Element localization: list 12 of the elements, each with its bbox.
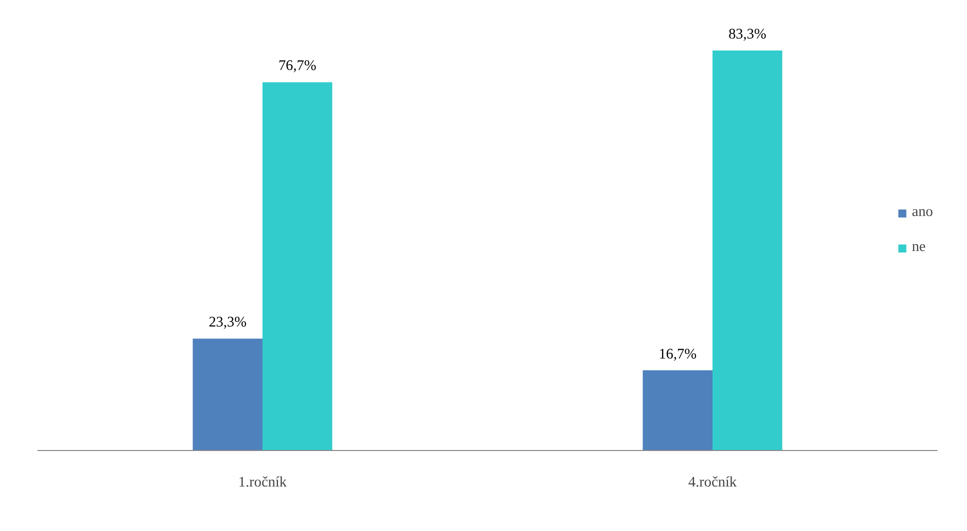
legend-label: ne [912,239,927,256]
bar [192,338,262,450]
x-tick-label: 1.ročník [238,474,288,490]
bar [642,370,712,450]
bar [712,50,782,450]
data-label: 83,3% [728,26,766,42]
data-label: 76,7% [278,58,316,74]
legend-label: ano [912,204,933,221]
data-label: 16,7% [658,346,697,362]
data-label: 23,3% [208,314,247,331]
x-tick-label: 4.ročník [688,474,738,490]
bar [262,82,332,450]
